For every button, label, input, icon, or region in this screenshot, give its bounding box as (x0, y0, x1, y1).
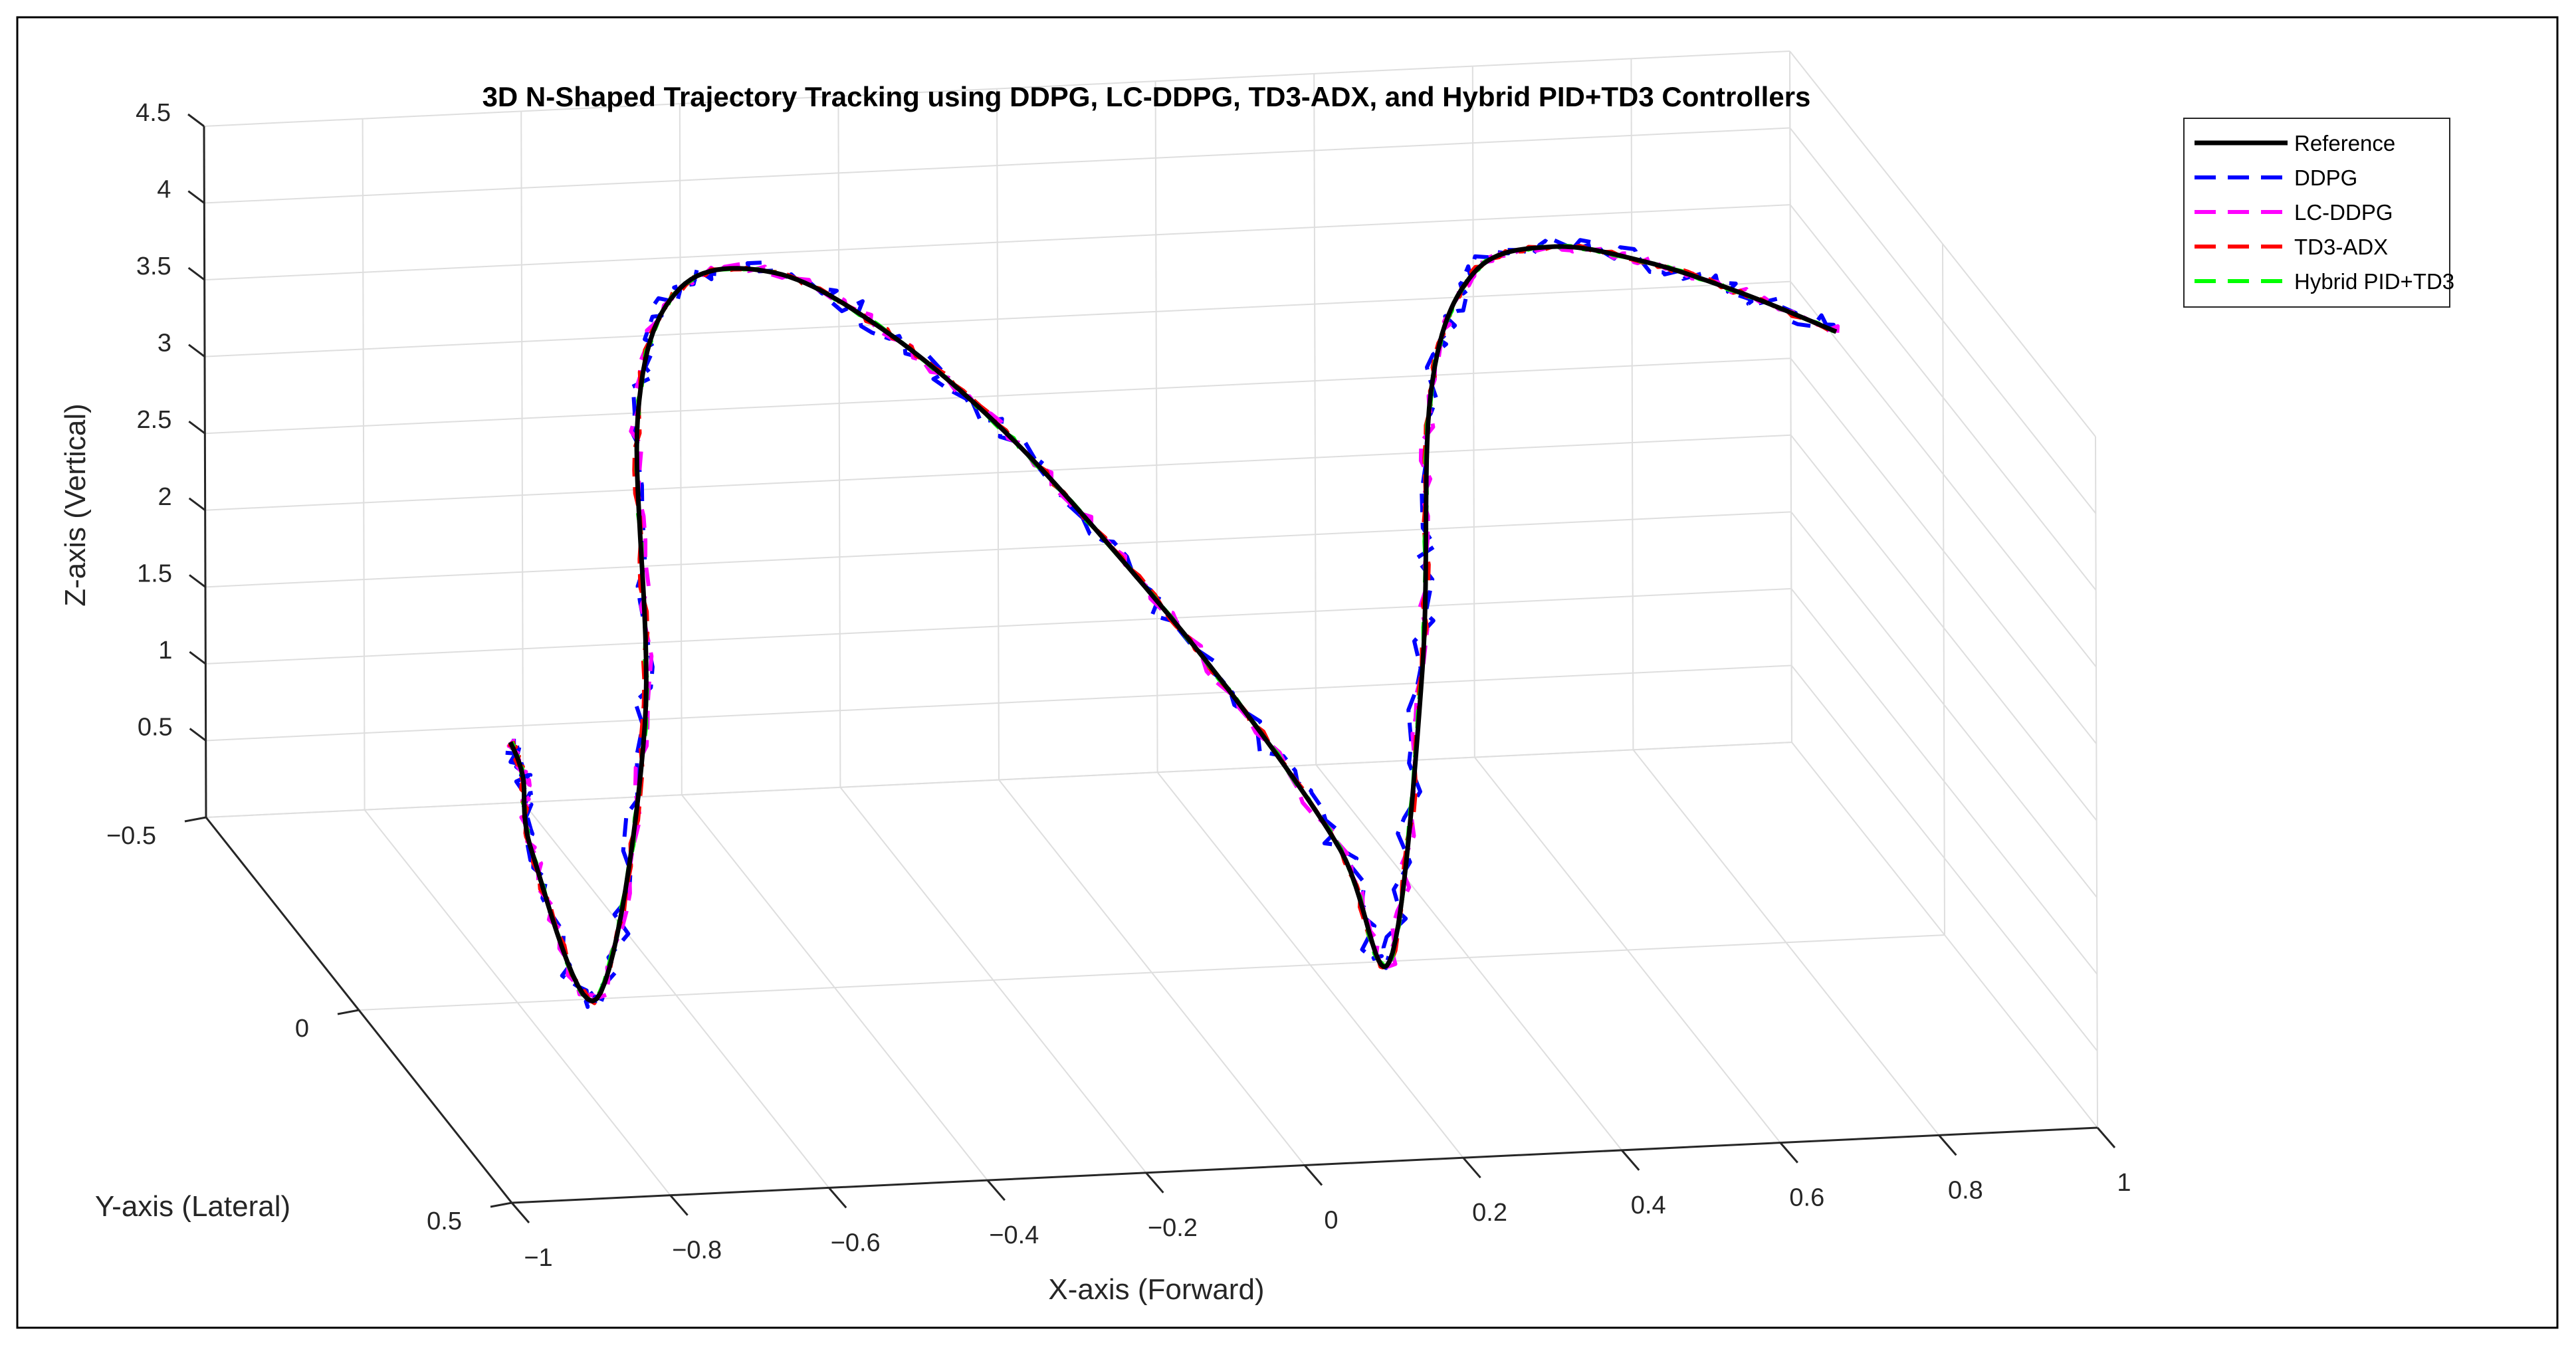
z-tick (188, 497, 206, 511)
z-tick-label: 2 (158, 483, 172, 511)
z-axis-line (203, 126, 207, 818)
grid-line-back-x (362, 118, 366, 810)
z-tick (187, 113, 205, 128)
z-tick (189, 651, 207, 665)
z-tick-label: 1.5 (137, 560, 172, 587)
grid-line-back-z (205, 511, 1792, 588)
x-tick (1779, 1142, 1798, 1164)
grid-line-back-z (204, 204, 1790, 281)
series-layer (502, 237, 1840, 1009)
z-tick-label: 1 (158, 637, 172, 665)
axis-layer: −1 −0.8 −0.6 −0.4 −0.2 0 0.2 0.4 0.6 0.8 1 −0.5 0 0.5… (106, 99, 2131, 1272)
grid-line-back-x (1630, 58, 1634, 750)
grid-line-side-y (1789, 51, 1792, 743)
x-tick-label: −0.4 (989, 1221, 1039, 1249)
grid-line-back-z (203, 51, 1790, 127)
y-axis-label: Y-axis (Lateral) (95, 1190, 290, 1223)
x-tick (510, 1202, 530, 1223)
grid-line-floor-y (358, 934, 1945, 1011)
x-tick-label: 0 (1324, 1207, 1338, 1235)
legend-label-td3-adx: TD3-ADX (2294, 235, 2388, 259)
legend-label-reference: Reference (2294, 131, 2395, 155)
x-tick (1303, 1164, 1323, 1186)
grid-line-back-z (205, 587, 1792, 665)
chart-title: 3D N-Shaped Trajectory Tracking using DD… (483, 81, 1811, 112)
grid-line-back-x (520, 111, 524, 803)
grid-line-back-x (996, 88, 1000, 780)
z-tick-label: 4.5 (136, 99, 171, 127)
grid-line-back-x (837, 96, 841, 787)
z-tick-label: 3 (158, 330, 171, 358)
grid-line-side-y (2095, 436, 2098, 1128)
z-tick (188, 421, 206, 435)
z-axis-label: Z-axis (Vertical) (59, 403, 92, 607)
z-tick-label: 3.5 (136, 253, 171, 280)
z-tick (187, 190, 205, 204)
x-tick (1462, 1157, 1481, 1179)
figure-frame (16, 16, 2559, 1329)
legend[interactable]: Reference DDPG LC-DDPG TD3-ADX Hybrid PI… (2183, 118, 2454, 308)
grid-line-back-x (1154, 81, 1158, 773)
z-tick-label: 0.5 (138, 713, 173, 741)
z-tick (188, 344, 205, 358)
x-tick (1145, 1172, 1164, 1193)
z-tick-label: 2.5 (137, 406, 172, 434)
x-tick-label: −0.8 (672, 1237, 722, 1265)
series-line-reference (508, 244, 1838, 1003)
z-tick-label: 4 (157, 176, 171, 204)
x-tick-label: 0.2 (1472, 1199, 1507, 1227)
y-tick-label: −0.5 (106, 822, 156, 850)
x-tick (828, 1187, 847, 1209)
y-tick (490, 1201, 512, 1208)
grid-line-back-z (204, 280, 1791, 358)
legend-label-lc-ddpg: LC-DDPG (2294, 200, 2393, 225)
x-tick (1621, 1149, 1640, 1171)
legend-label-ddpg: DDPG (2294, 165, 2357, 190)
y-tick (337, 1009, 360, 1015)
x-tick (986, 1180, 1006, 1201)
grid-line-back-z (204, 127, 1790, 204)
z-tick (189, 574, 206, 588)
grid-line-back-x (1313, 73, 1317, 765)
grid-line-back-x (679, 104, 683, 795)
x-axis-label: X-axis (Forward) (1048, 1273, 1264, 1306)
x-tick-label: −1 (524, 1244, 552, 1272)
x-tick-label: 0.6 (1789, 1184, 1824, 1212)
x-tick-label: −0.6 (831, 1229, 881, 1257)
grid-line-side-y (1942, 243, 1945, 936)
z-tick (189, 728, 207, 742)
grid-line-back-z (205, 434, 1791, 511)
y-tick-label: 0 (295, 1015, 309, 1043)
grid-line-back-x (1471, 66, 1475, 758)
x-tick-label: 0.4 (1631, 1192, 1666, 1219)
y-tick (184, 816, 207, 823)
z-tick (187, 266, 205, 281)
x-tick-label: 1 (2117, 1169, 2131, 1197)
grid-line-back-z (205, 358, 1791, 435)
grid-line-back-z (205, 665, 1792, 742)
x-tick-label: 0.8 (1948, 1176, 1983, 1204)
grid-line-floor-y (205, 742, 1792, 818)
x-tick-label: −0.2 (1148, 1214, 1198, 1242)
x-tick (2096, 1127, 2116, 1148)
y-tick-label: 0.5 (427, 1207, 462, 1235)
x-tick (1938, 1134, 1957, 1156)
x-tick (669, 1194, 689, 1216)
legend-label-hybrid-pid-td3: Hybrid PID+TD3 (2294, 269, 2454, 294)
